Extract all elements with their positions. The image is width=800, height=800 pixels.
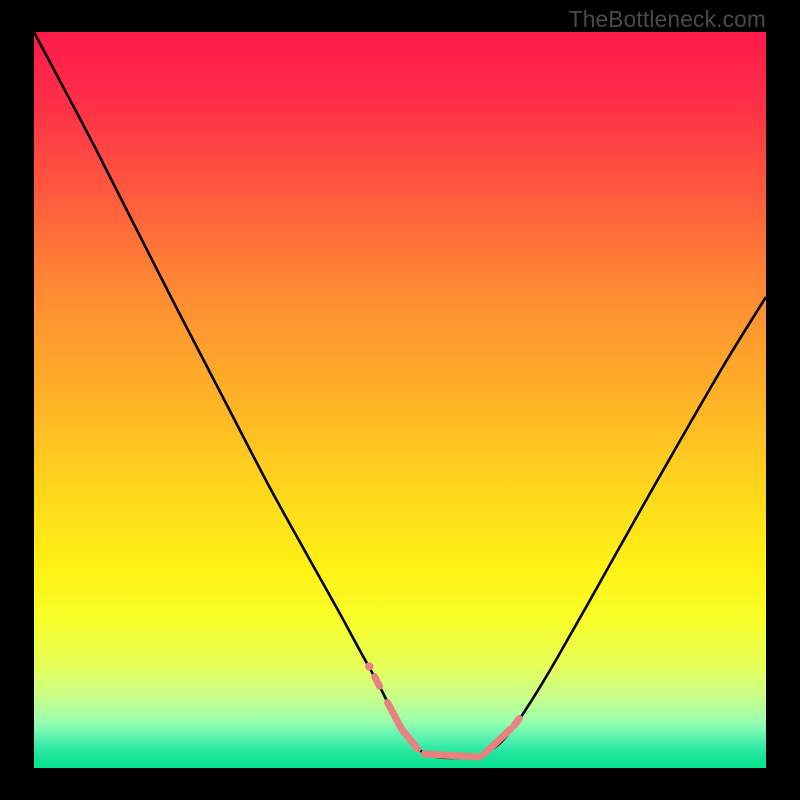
- highlight-segment: [375, 677, 380, 687]
- plot-area: [34, 32, 766, 768]
- highlight-segment: [388, 702, 401, 727]
- highlight-segment: [402, 730, 417, 749]
- bottleneck-curve-svg: [34, 32, 766, 768]
- highlight-dot: [365, 662, 373, 670]
- highlight-segment: [424, 754, 480, 757]
- watermark-text: TheBottleneck.com: [569, 6, 766, 33]
- chart-stage: TheBottleneck.com: [0, 0, 800, 800]
- bottleneck-main-curve: [34, 32, 766, 758]
- highlight-segment: [484, 729, 510, 754]
- highlight-segment: [514, 719, 519, 726]
